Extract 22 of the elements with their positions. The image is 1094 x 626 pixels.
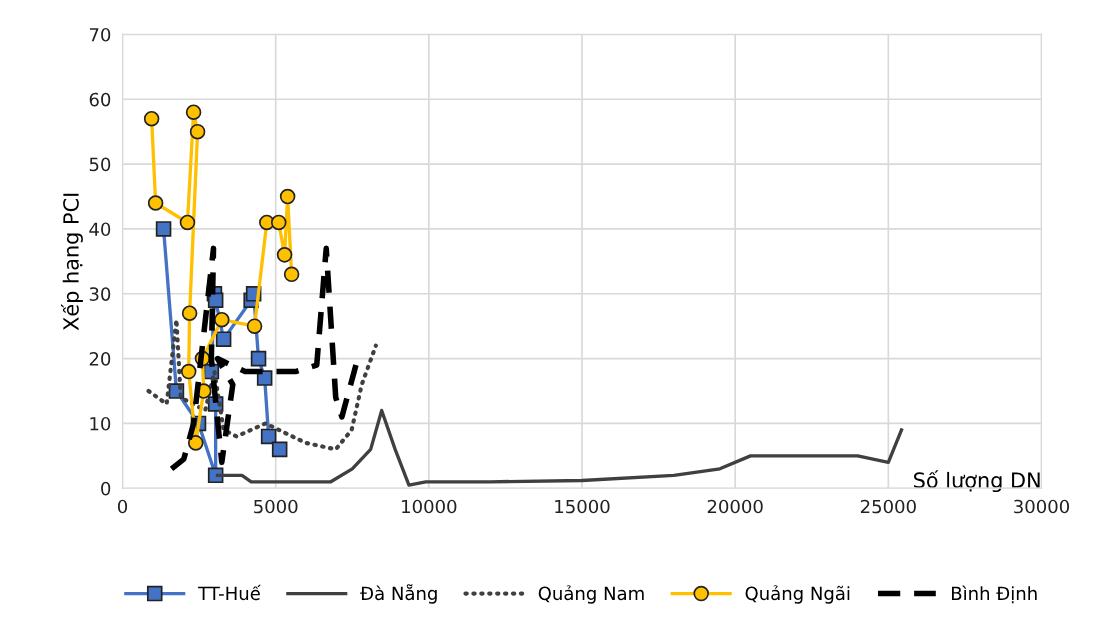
y-tick-label: 0	[101, 481, 111, 496]
x-tick-label: 25000	[860, 499, 916, 514]
x-tick-label: 30000	[1014, 499, 1070, 514]
x-axis-title: Số lượng DN	[914, 470, 1040, 493]
y-tick-label: 40	[89, 222, 111, 237]
y-tick-label: 10	[90, 416, 111, 431]
y-tick-label: 20	[89, 352, 111, 366]
legend-label: Đà Nẵng	[360, 584, 437, 604]
y-tick-label: 70	[89, 27, 111, 42]
x-tick-label: 15000	[555, 499, 610, 514]
legend-label: TT-Huế	[198, 584, 261, 601]
x-tick-label: 5000	[254, 499, 298, 514]
y-tick-label: 30	[89, 287, 111, 301]
y-tick-label: 50	[89, 157, 111, 172]
y-axis-title: Xếp hạng PCI	[60, 193, 83, 331]
legend-label: Bình Định	[952, 585, 1037, 604]
legend-label: Quảng Nam	[538, 585, 644, 604]
x-tick-label: 20000	[707, 499, 763, 514]
x-tick-label: 0	[117, 499, 128, 514]
x-tick-label: 10000	[402, 499, 457, 514]
y-tick-label: 60	[89, 92, 111, 107]
legend-label: Quảng Ngãi	[745, 585, 850, 604]
